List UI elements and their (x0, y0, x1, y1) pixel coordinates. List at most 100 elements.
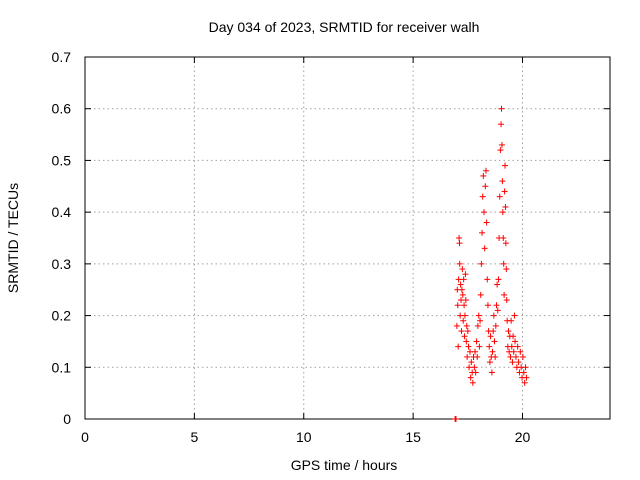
data-point-marker (481, 209, 487, 216)
data-point-marker (494, 281, 501, 288)
x-tick-label: 5 (190, 429, 198, 445)
data-point-marker (477, 291, 484, 298)
x-tick-label: 10 (296, 429, 312, 445)
y-tick-label: 0.4 (52, 204, 72, 220)
data-point-marker (508, 343, 515, 350)
data-point-marker (453, 322, 460, 329)
data-point-marker (467, 348, 473, 355)
data-point-marker (456, 240, 463, 247)
data-point-marker (493, 302, 500, 309)
data-point-marker (501, 291, 508, 298)
data-point-marker (497, 147, 504, 154)
x-tick-label: 15 (405, 429, 421, 445)
data-point-marker (500, 235, 507, 241)
x-tick-label: 20 (515, 429, 531, 445)
data-point-marker (502, 240, 509, 247)
data-point-marker (501, 188, 508, 195)
data-point-marker (484, 302, 491, 309)
data-point-marker (511, 312, 518, 319)
data-point-marker (486, 343, 493, 350)
data-point-marker (520, 369, 527, 376)
data-point-marker (480, 172, 487, 179)
data-point-marker (464, 328, 471, 335)
data-point-marker (459, 266, 466, 273)
data-point-marker (490, 328, 497, 335)
data-point-marker (453, 416, 459, 422)
data-point-marker (486, 359, 493, 366)
data-point-marker (482, 167, 489, 174)
data-point-marker (510, 348, 517, 355)
data-point-marker (455, 343, 462, 350)
plot-frame (84, 56, 611, 420)
data-point-marker (461, 302, 468, 309)
data-point-marker (483, 219, 490, 226)
data-point-marker (468, 359, 475, 366)
data-point-marker (498, 121, 505, 128)
data-point-marker (519, 353, 526, 360)
data-point-marker (523, 374, 530, 381)
x-axis: 0 5 10 15 20 (81, 57, 530, 445)
data-point-marker (466, 364, 473, 371)
x-tick-label: 0 (81, 429, 89, 445)
data-point-marker (460, 276, 467, 283)
data-points (452, 105, 530, 422)
data-point-marker (463, 338, 470, 345)
data-point-marker (479, 193, 486, 200)
y-tick-label: 0.3 (52, 256, 72, 272)
data-point-marker (517, 348, 524, 355)
data-point-marker (471, 364, 478, 371)
y-tick-label: 0.1 (52, 359, 72, 375)
data-point-marker (459, 291, 466, 298)
data-point-marker (472, 369, 479, 376)
data-point-marker (489, 348, 496, 355)
data-point-marker (456, 260, 463, 267)
y-tick-label: 0 (63, 411, 71, 427)
data-point-marker (461, 312, 468, 319)
data-point-marker (505, 328, 512, 335)
y-tick-label: 0.5 (52, 152, 72, 168)
data-point-marker (522, 364, 529, 371)
data-point-marker (488, 369, 495, 376)
data-point-marker (462, 271, 469, 278)
data-point-marker (462, 297, 469, 304)
y-tick-label: 0.7 (52, 49, 72, 65)
data-point-marker (467, 374, 474, 381)
data-point-marker (474, 322, 481, 329)
data-point-marker (510, 333, 517, 340)
data-point-marker (502, 203, 509, 210)
data-point-marker (458, 328, 465, 335)
data-point-marker (458, 286, 465, 293)
data-point-marker (515, 359, 522, 366)
data-point-marker (490, 312, 497, 319)
data-point-marker (499, 178, 506, 185)
y-axis-label: SRMTID / TECUs (5, 183, 21, 293)
data-point-marker (461, 333, 468, 340)
x-axis-label: GPS time / hours (291, 457, 398, 473)
data-point-marker (492, 322, 499, 329)
data-point-marker (496, 193, 503, 200)
data-point-marker (495, 276, 502, 283)
chart-title: Day 034 of 2023, SRMTID for receiver wal… (209, 19, 480, 35)
data-point-marker (487, 333, 494, 340)
data-point-marker (503, 297, 510, 304)
data-point-marker (503, 266, 510, 273)
data-point-marker (512, 338, 519, 345)
data-point-marker (479, 229, 486, 236)
data-point-marker (484, 276, 491, 283)
y-axis: 0 0.1 0.2 0.3 0.4 0.5 0.6 0.7 (52, 49, 610, 427)
y-tick-label: 0.6 (52, 101, 72, 117)
data-point-marker (482, 183, 489, 190)
grid-lines (85, 57, 610, 419)
data-point-marker (507, 353, 514, 360)
data-point-marker (456, 235, 463, 241)
data-point-marker (498, 105, 505, 112)
data-point-marker (478, 260, 485, 267)
data-point-marker (465, 343, 472, 350)
data-point-marker (481, 245, 488, 252)
data-point-marker (514, 343, 521, 350)
data-point-marker (464, 353, 471, 360)
data-point-marker (494, 307, 501, 314)
data-point-marker (469, 379, 476, 386)
data-point-marker (508, 317, 515, 324)
